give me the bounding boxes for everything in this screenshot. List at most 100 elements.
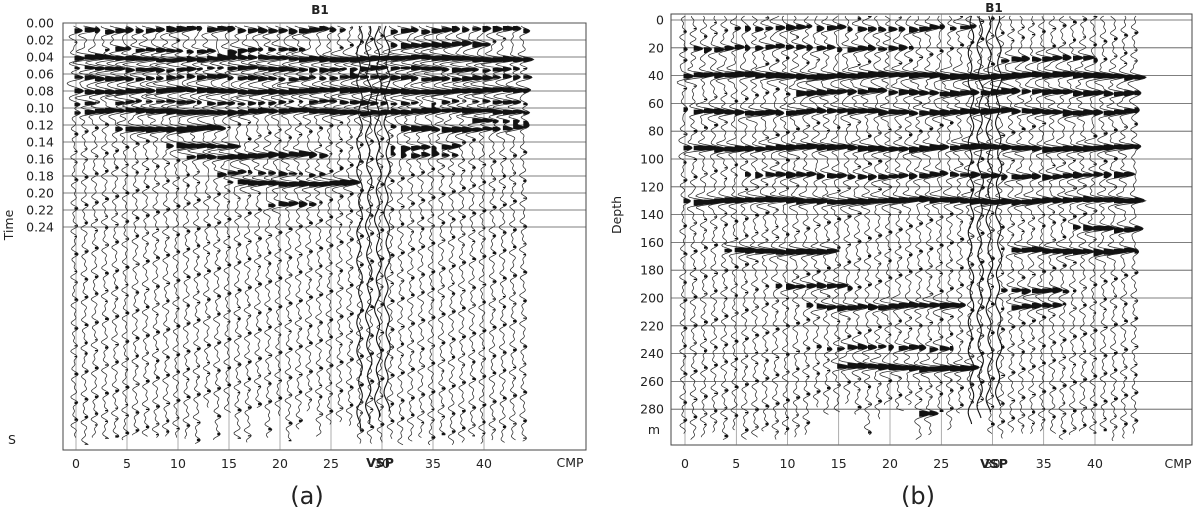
wiggle-fill (796, 44, 807, 50)
wiggle-fill (827, 239, 830, 241)
wiggle-fill (970, 172, 981, 178)
wiggle-fill (217, 125, 226, 131)
wiggle-fill (1093, 109, 1104, 116)
wiggle-fill (1134, 346, 1138, 348)
wiggle-fill (1073, 427, 1077, 429)
wiggle-fill (1083, 248, 1094, 254)
wiggle-fill (1134, 250, 1139, 254)
x-tick-label: 25 (933, 456, 949, 471)
wiggle-fill (755, 73, 769, 79)
wiggle-fill (105, 244, 109, 246)
wiggle-fill (166, 237, 170, 239)
x-tick-label: 15 (221, 456, 237, 471)
wiggle-fill (847, 318, 851, 320)
wiggle-fill (482, 118, 494, 122)
wiggle-fill (74, 345, 78, 347)
wiggle-fill (380, 406, 384, 408)
seismic-trace (104, 25, 131, 438)
wiggle-fill (115, 360, 119, 364)
wiggle-fill (237, 437, 241, 439)
wiggle-fill (278, 56, 291, 60)
wiggle-fill (145, 363, 149, 365)
wiggle-fill (115, 407, 118, 409)
seismic-trace (492, 25, 521, 443)
wiggle-fill (196, 291, 200, 293)
wiggle-fill (724, 287, 728, 289)
wiggle-fill (724, 248, 732, 253)
wiggle-fill (247, 304, 251, 306)
wiggle-fill (939, 216, 944, 218)
wiggle-fill (227, 338, 232, 341)
wiggle-fill (176, 57, 190, 61)
wiggle-fill (898, 137, 902, 139)
y-tick-label: 0.20 (26, 186, 54, 201)
y-tick-label: 240 (640, 346, 664, 361)
wiggle-fill (288, 376, 293, 379)
wiggle-fill (339, 68, 347, 71)
wiggle-fill (1052, 174, 1064, 180)
wiggle-fill (258, 101, 266, 106)
wiggle-fill (1021, 396, 1026, 399)
wiggle-fill (217, 101, 229, 106)
wiggle-fill (734, 44, 745, 50)
wiggle-fill (105, 300, 108, 302)
wiggle-fill (745, 281, 748, 283)
wiggle-fill (1103, 326, 1108, 328)
wiggle-fill (247, 240, 252, 242)
wiggle-fill (796, 425, 800, 427)
wiggle-fill (806, 365, 810, 367)
wiggle-fill (196, 154, 210, 160)
wiggle-fill (878, 160, 883, 163)
wiggle-fill (523, 363, 527, 365)
wiggle-fill (156, 314, 159, 316)
wiggle-fill (431, 345, 435, 347)
wiggle-fill (329, 262, 333, 264)
y-tick-label: 20 (648, 40, 664, 55)
wiggle-fill (745, 188, 748, 190)
wiggle-fill (786, 371, 790, 373)
seismic-trace (235, 25, 268, 443)
wiggle-fill (431, 146, 440, 157)
wiggle-fill (329, 393, 333, 395)
wiggle-fill (888, 397, 892, 399)
wiggle-fill (693, 158, 697, 160)
wiggle-fill (298, 270, 303, 274)
seismic-trace (737, 15, 762, 440)
seismic-trace (1022, 15, 1053, 434)
wiggle-fill (1042, 390, 1046, 393)
wiggle-fill (888, 90, 898, 96)
seismic-trace (480, 25, 514, 441)
wiggle-fill (74, 225, 78, 227)
wiggle-fill (868, 403, 872, 405)
wiggle-fill (1073, 364, 1076, 366)
vsp-trace (985, 15, 994, 413)
seismic-trace (951, 15, 983, 414)
wiggle-fill (523, 68, 528, 70)
vsp-trace (374, 25, 382, 418)
x-tick-label: 20 (272, 456, 288, 471)
wiggle-fill (329, 290, 334, 293)
wiggle-fill (1011, 131, 1016, 134)
wiggle-fill (991, 275, 994, 277)
seismic-trace (400, 25, 431, 442)
wiggle-fill (837, 47, 843, 52)
wiggle-fill (714, 227, 718, 229)
wiggle-fill (227, 236, 230, 238)
wiggle-fill (816, 304, 830, 309)
y-tick-label: 140 (640, 207, 664, 222)
wiggle-fill (176, 308, 180, 310)
wiggle-fill (472, 75, 484, 80)
wiggle-fill (227, 126, 231, 128)
seismic-trace (449, 25, 481, 443)
wiggle-fill (135, 383, 140, 385)
wiggle-fill (796, 127, 800, 130)
wiggle-fill (135, 48, 147, 53)
seismic-trace (266, 25, 297, 417)
wiggle-fill (704, 47, 712, 54)
wiggle-fill (492, 189, 495, 191)
wiggle-fill (186, 424, 190, 427)
seismic-trace (939, 15, 973, 431)
wiggle-fill (1062, 356, 1066, 358)
panel-a-y-axis-label: Time (1, 209, 16, 241)
wiggle-fill (888, 334, 891, 336)
